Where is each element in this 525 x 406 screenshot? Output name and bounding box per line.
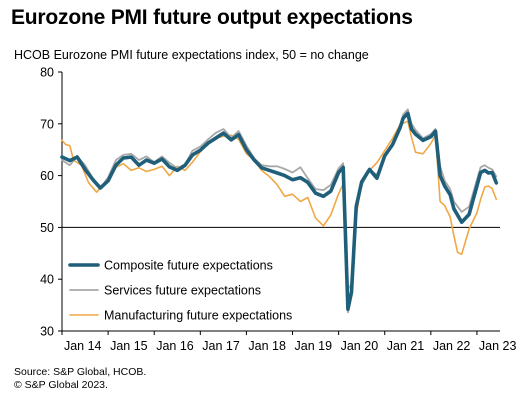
- y-tick-label-60: 60: [40, 169, 54, 183]
- legend-label-1: Services future expectations: [104, 284, 261, 298]
- x-tick-label-2: Jan 16: [156, 339, 194, 353]
- series-line-0: [60, 111, 499, 311]
- copyright-note: © S&P Global 2023.: [14, 379, 108, 391]
- y-tick-label-80: 80: [40, 66, 54, 80]
- x-tick-label-1: Jan 15: [110, 339, 148, 353]
- y-tick-label-50: 50: [40, 221, 54, 235]
- x-tick-label-7: Jan 21: [387, 339, 425, 353]
- x-tick-label-4: Jan 18: [248, 339, 286, 353]
- y-tick-label-40: 40: [40, 273, 54, 287]
- chart-subtitle: HCOB Eurozone PMI future expectations in…: [14, 48, 369, 62]
- y-tick-label-30: 30: [40, 325, 54, 339]
- x-tick-label-0: Jan 14: [64, 339, 102, 353]
- legend-label-0: Composite future expectations: [104, 259, 273, 273]
- legend-label-2: Manufacturing future expectations: [104, 309, 292, 323]
- chart-title: Eurozone PMI future output expectations: [11, 6, 413, 29]
- x-tick-label-5: Jan 19: [295, 339, 333, 353]
- x-tick-label-9: Jan 23: [479, 339, 517, 353]
- x-tick-label-3: Jan 17: [202, 339, 240, 353]
- source-note: Source: S&P Global, HCOB.: [14, 366, 147, 378]
- x-tick-label-8: Jan 22: [433, 339, 471, 353]
- series-line-1: [61, 108, 498, 314]
- series-line-2: [61, 120, 498, 291]
- x-tick-label-6: Jan 20: [341, 339, 379, 353]
- y-tick-label-70: 70: [40, 117, 54, 131]
